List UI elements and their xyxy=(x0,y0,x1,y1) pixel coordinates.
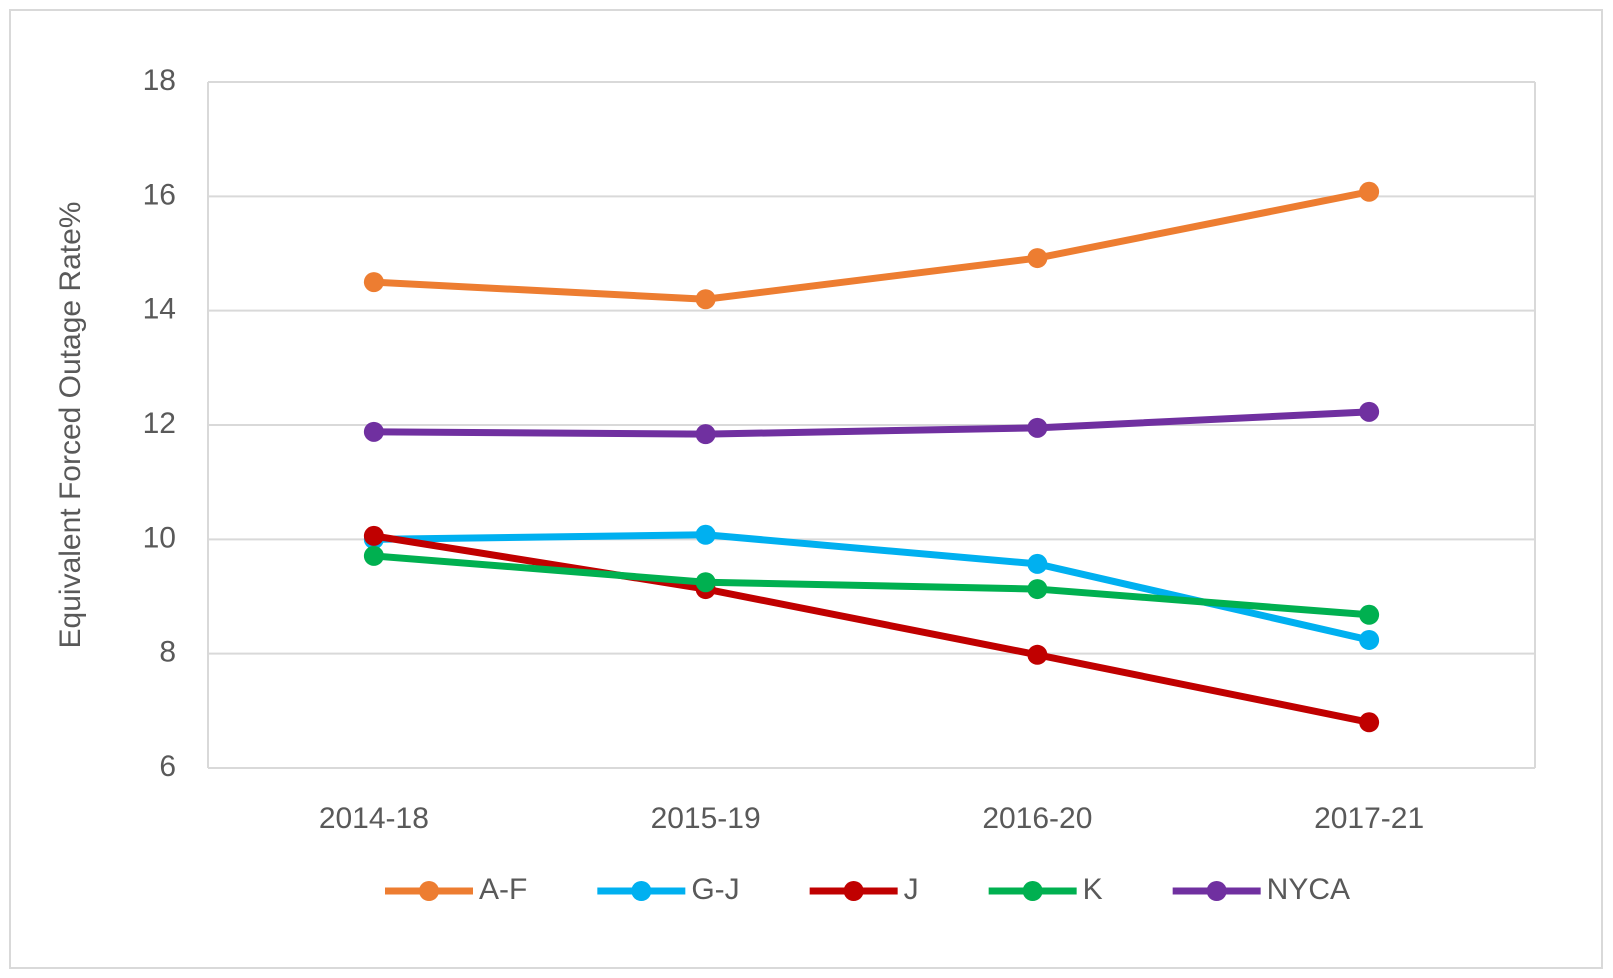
data-point xyxy=(1027,553,1048,574)
data-point xyxy=(1027,417,1048,438)
x-tick-label: 2017-21 xyxy=(1314,802,1424,835)
series-line xyxy=(373,552,1370,619)
y-tick-label: 6 xyxy=(159,750,176,783)
data-point xyxy=(363,545,384,566)
series-line xyxy=(373,188,1370,303)
x-tick-label: 2015-19 xyxy=(651,802,761,835)
y-tick-label: 12 xyxy=(143,407,176,440)
legend-marker xyxy=(843,881,864,901)
y-tick-label: 8 xyxy=(159,636,176,669)
chart-frame xyxy=(9,9,1603,969)
legend-marker xyxy=(1206,881,1227,901)
data-point xyxy=(363,525,384,546)
y-tick-label: 14 xyxy=(143,293,176,326)
data-point xyxy=(695,289,716,310)
series-line xyxy=(373,532,1370,726)
legend-marker xyxy=(631,881,652,901)
data-point xyxy=(1359,712,1380,733)
legend-label: K xyxy=(1083,873,1103,906)
data-point xyxy=(1027,248,1048,269)
data-point xyxy=(1359,401,1380,422)
x-tick-label: 2016-20 xyxy=(982,802,1092,835)
legend-marker xyxy=(419,881,439,901)
y-tick-label: 18 xyxy=(143,64,176,97)
data-point xyxy=(695,524,716,545)
data-point xyxy=(1027,579,1048,600)
y-tick-label: 16 xyxy=(143,178,176,211)
legend-label: A-F xyxy=(479,873,527,906)
legend-label: NYCA xyxy=(1267,873,1350,906)
data-point xyxy=(1359,181,1380,202)
data-point xyxy=(1027,644,1048,665)
data-point xyxy=(363,421,384,442)
series-line xyxy=(373,408,1370,438)
x-tick-label: 2014-18 xyxy=(319,802,429,835)
legend-label: G-J xyxy=(691,873,739,906)
legend-label: J xyxy=(904,873,919,906)
y-tick-label: 10 xyxy=(143,521,176,554)
data-point xyxy=(695,572,716,593)
legend-marker xyxy=(1022,881,1043,901)
y-axis-label: Equivalent Forced Outage Rate% xyxy=(54,202,87,649)
data-point xyxy=(1359,604,1380,625)
data-point xyxy=(363,272,384,293)
data-point xyxy=(1359,629,1380,650)
data-point xyxy=(695,424,716,445)
